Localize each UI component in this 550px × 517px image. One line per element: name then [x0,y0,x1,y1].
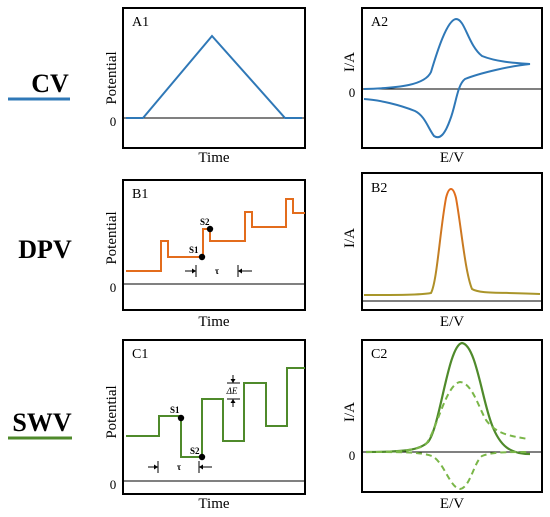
panel-frame [122,339,306,495]
panel-b2: B2 E/V I/A [342,172,543,330]
panel-label: B2 [371,181,387,196]
sample-point-s2 [198,453,206,461]
panel-frame [361,339,543,493]
method-swv: SWV [8,408,72,440]
panel-a1: A1 0 Time Potential [104,7,306,166]
panel-label: C1 [132,347,148,362]
delta-e-label: ΔE [226,386,238,396]
panel-b1: B1 0 S1 S2 τ Time Potential [104,179,306,330]
panel-frame [361,7,543,149]
panel-label: B1 [132,187,148,202]
sample-point-s1 [177,414,185,422]
x-axis-label: Time [198,314,229,330]
square-wave-waveform [126,367,305,458]
zero-tick-label: 0 [110,114,117,129]
panel-a2: A2 0 E/V I/A [342,7,543,166]
zero-tick-label: 0 [110,477,117,492]
s2-label: S2 [190,446,200,456]
panel-label: C2 [371,347,387,362]
panel-frame [361,172,543,311]
sample-point-s1 [198,253,206,261]
period-marker: τ [148,461,212,473]
cv-loop [363,17,531,139]
zero-tick-label: 0 [349,85,356,100]
tau-label: τ [215,266,220,276]
tau-label: τ [177,462,182,472]
forward-current-curve [365,380,529,453]
s1-label: S1 [189,245,199,255]
dpv-peak [363,188,541,296]
x-axis-label: Time [198,150,229,166]
panel-frame [122,179,306,311]
method-label-swv: SWV [12,408,71,437]
s1-label: S1 [170,405,180,415]
panel-label: A1 [132,15,149,30]
y-axis-label: Potential [104,385,120,438]
net-current-curve [365,341,531,456]
y-axis-label: Potential [104,211,120,264]
method-cv: CV [8,69,70,101]
method-dpv: DPV [8,235,72,267]
panel-c2: C2 0 E/V I/A [342,339,543,512]
x-axis-label: Time [198,496,229,512]
staircase-pulse-waveform [126,198,305,272]
panel-label: A2 [371,15,388,30]
panel-frame [122,7,306,149]
method-label-dpv: DPV [18,235,72,264]
y-axis-label: I/A [342,52,358,72]
delta-e-marker: ΔE [226,375,240,407]
zero-tick-label: 0 [110,280,117,295]
y-axis-label: I/A [342,402,358,422]
x-axis-label: E/V [440,150,464,166]
period-marker: τ [185,265,252,277]
s2-label: S2 [200,217,210,227]
y-axis-label: I/A [342,228,358,248]
method-label-cv: CV [31,69,69,98]
reverse-current-curve [365,451,529,491]
x-axis-label: E/V [440,314,464,330]
triangle-waveform [126,34,302,119]
y-axis-label: Potential [104,51,120,104]
x-axis-label: E/V [440,496,464,512]
zero-tick-label: 0 [349,448,356,463]
panel-c1: C1 0 S1 S2 τ ΔE Time Potential [104,339,306,512]
sample-point-s2 [206,225,214,233]
